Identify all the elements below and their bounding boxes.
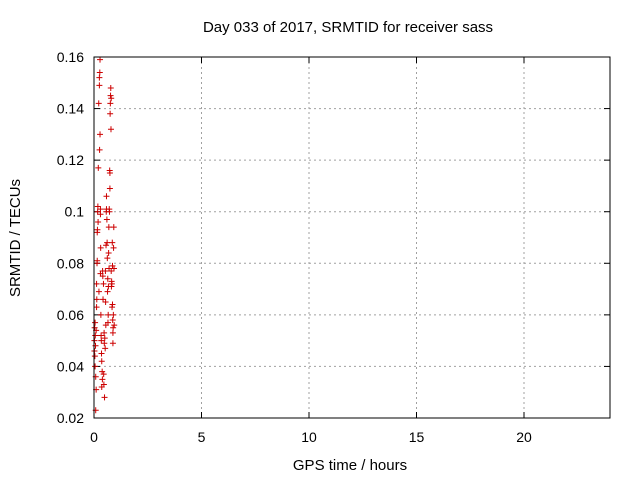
data-point — [94, 257, 101, 264]
y-tick-label: 0.02 — [57, 410, 84, 426]
x-tick-label: 5 — [198, 429, 206, 445]
data-point — [106, 208, 113, 215]
data-point — [110, 265, 117, 272]
data-point — [104, 239, 111, 246]
x-axis-title: GPS time / hours — [293, 457, 407, 474]
data-point — [96, 146, 103, 153]
data-point — [100, 371, 107, 378]
data-point — [99, 273, 106, 280]
data-point — [106, 185, 113, 192]
y-tick-label: 0.1 — [65, 204, 85, 220]
data-point — [103, 193, 110, 200]
data-point — [101, 340, 108, 347]
data-point — [109, 239, 116, 246]
data-point — [95, 219, 102, 226]
y-tick-label: 0.04 — [57, 358, 84, 374]
data-point — [97, 211, 104, 218]
data-point — [109, 340, 116, 347]
data-point — [97, 206, 104, 213]
data-point — [96, 74, 103, 81]
data-point — [108, 95, 115, 102]
data-point — [91, 353, 98, 360]
plot-frame — [93, 56, 611, 419]
data-point — [93, 296, 100, 303]
data-point — [94, 208, 101, 215]
y-axis-title: SRMTID / TECUs — [7, 179, 24, 297]
chart-title: Day 033 of 2017, SRMTID for receiver sas… — [203, 19, 493, 36]
data-point — [94, 226, 101, 233]
data-point — [98, 332, 105, 339]
data-point — [102, 298, 109, 305]
axis-ticks: 0 5 10 15 20 0.02 0.04 0.06 0.08 0.1 0.12 0.14 0.16 — [57, 49, 610, 445]
data-point — [105, 311, 112, 318]
data-point — [104, 319, 111, 326]
x-tick-label: 15 — [409, 429, 425, 445]
data-point — [103, 242, 110, 249]
data-point — [92, 363, 99, 370]
data-point — [102, 345, 109, 352]
data-point — [110, 311, 117, 318]
data-point — [104, 275, 111, 282]
data-point — [95, 164, 102, 171]
data-point — [101, 329, 108, 336]
data-point — [106, 170, 113, 177]
data-point — [96, 82, 103, 89]
data-point — [111, 322, 118, 329]
y-tick-label: 0.14 — [57, 101, 84, 117]
data-point — [109, 317, 116, 324]
data-point — [100, 381, 107, 388]
data-point — [105, 249, 112, 256]
data-point — [109, 301, 116, 308]
data-point — [101, 335, 108, 342]
data-point — [108, 268, 115, 275]
grid-lines — [94, 57, 610, 418]
data-point — [97, 244, 104, 251]
data-point — [98, 358, 105, 365]
data-point — [104, 255, 111, 262]
data-point — [103, 216, 110, 223]
data-point — [96, 69, 103, 76]
data-point — [93, 304, 100, 311]
data-point — [94, 203, 101, 210]
data-point — [104, 288, 111, 295]
data-point — [107, 100, 114, 107]
data-point — [93, 280, 100, 287]
data-point — [97, 311, 104, 318]
y-tick-label: 0.12 — [57, 152, 84, 168]
data-point — [107, 126, 114, 133]
y-tick-label: 0.16 — [57, 49, 84, 65]
x-tick-label: 10 — [301, 429, 317, 445]
data-point — [102, 268, 109, 275]
data-point — [92, 342, 99, 349]
y-tick-label: 0.06 — [57, 307, 84, 323]
data-point — [107, 84, 114, 91]
data-point — [92, 319, 99, 326]
data-point — [101, 394, 108, 401]
data-points — [91, 56, 118, 414]
data-point — [107, 110, 114, 117]
data-point — [100, 296, 107, 303]
data-point — [107, 92, 114, 99]
data-point — [110, 224, 117, 231]
data-point — [109, 329, 116, 336]
data-point — [95, 288, 102, 295]
data-point — [110, 244, 117, 251]
x-tick-label: 0 — [90, 429, 98, 445]
y-tick-label: 0.08 — [57, 255, 84, 271]
data-point — [92, 332, 99, 339]
data-point — [99, 376, 106, 383]
data-point — [110, 324, 117, 331]
data-point — [100, 280, 107, 287]
data-point — [98, 337, 105, 344]
data-point — [108, 280, 115, 287]
data-point — [97, 56, 104, 63]
data-point — [98, 350, 105, 357]
x-tick-label: 20 — [516, 429, 532, 445]
data-point — [97, 131, 104, 138]
data-point — [95, 100, 102, 107]
